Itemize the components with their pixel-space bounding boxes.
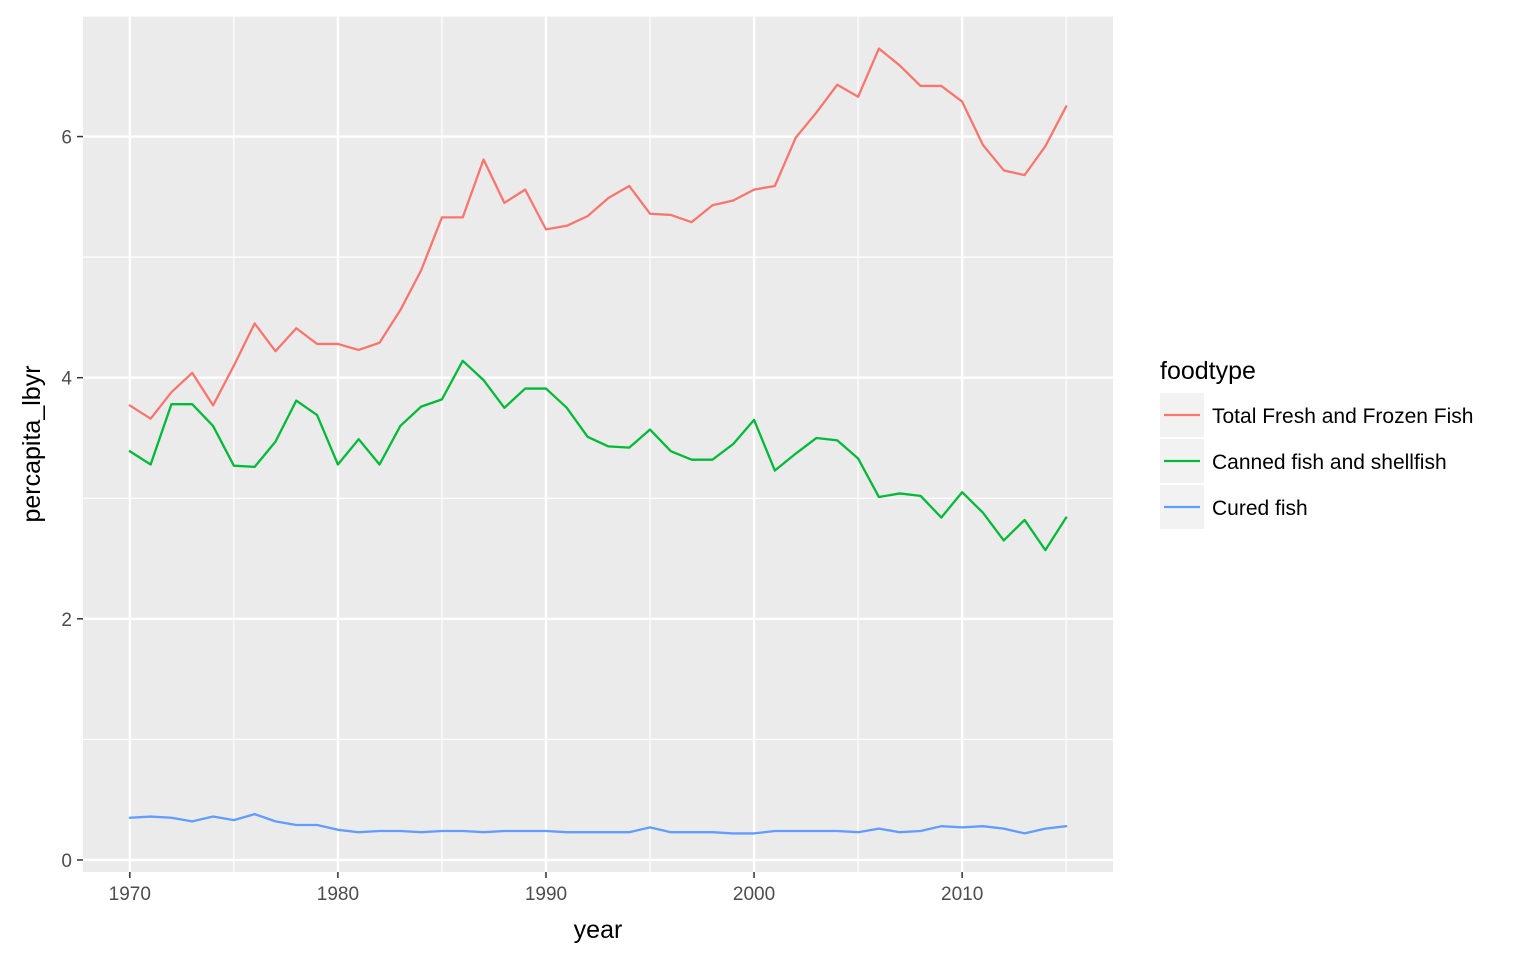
legend-label: Canned fish and shellfish bbox=[1212, 451, 1447, 474]
legend-label: Total Fresh and Frozen Fish bbox=[1212, 405, 1473, 428]
legend-label: Cured fish bbox=[1212, 497, 1308, 520]
series-line bbox=[128, 47, 1068, 420]
grid-major bbox=[83, 16, 1113, 872]
y-tick-label: 2 bbox=[61, 610, 72, 631]
series-line bbox=[128, 359, 1068, 552]
series-lines bbox=[128, 47, 1068, 835]
legend-title: foodtype bbox=[1160, 357, 1256, 385]
x-tick-label: 1970 bbox=[109, 884, 151, 905]
panel-background bbox=[83, 16, 1113, 872]
x-tick-label: 1980 bbox=[317, 884, 359, 905]
y-tick-label: 0 bbox=[61, 851, 72, 872]
grid-minor bbox=[83, 15, 1113, 872]
y-axis-title: percapita_lbyr bbox=[18, 365, 46, 522]
x-tick-label: 2010 bbox=[941, 884, 983, 905]
y-tick-label: 6 bbox=[61, 128, 72, 149]
series-line bbox=[128, 812, 1068, 835]
x-tick-label: 2000 bbox=[733, 884, 775, 905]
x-tick-label: 1990 bbox=[525, 884, 567, 905]
x-axis: 1970 1980 1990 2000 2010 bbox=[109, 872, 983, 905]
x-axis-title: year bbox=[574, 916, 623, 944]
legend: foodtype Total Fresh and Frozen Fish Cann… bbox=[1160, 357, 1473, 529]
y-tick-label: 4 bbox=[61, 369, 72, 390]
y-axis: 0 2 4 6 bbox=[61, 128, 83, 872]
